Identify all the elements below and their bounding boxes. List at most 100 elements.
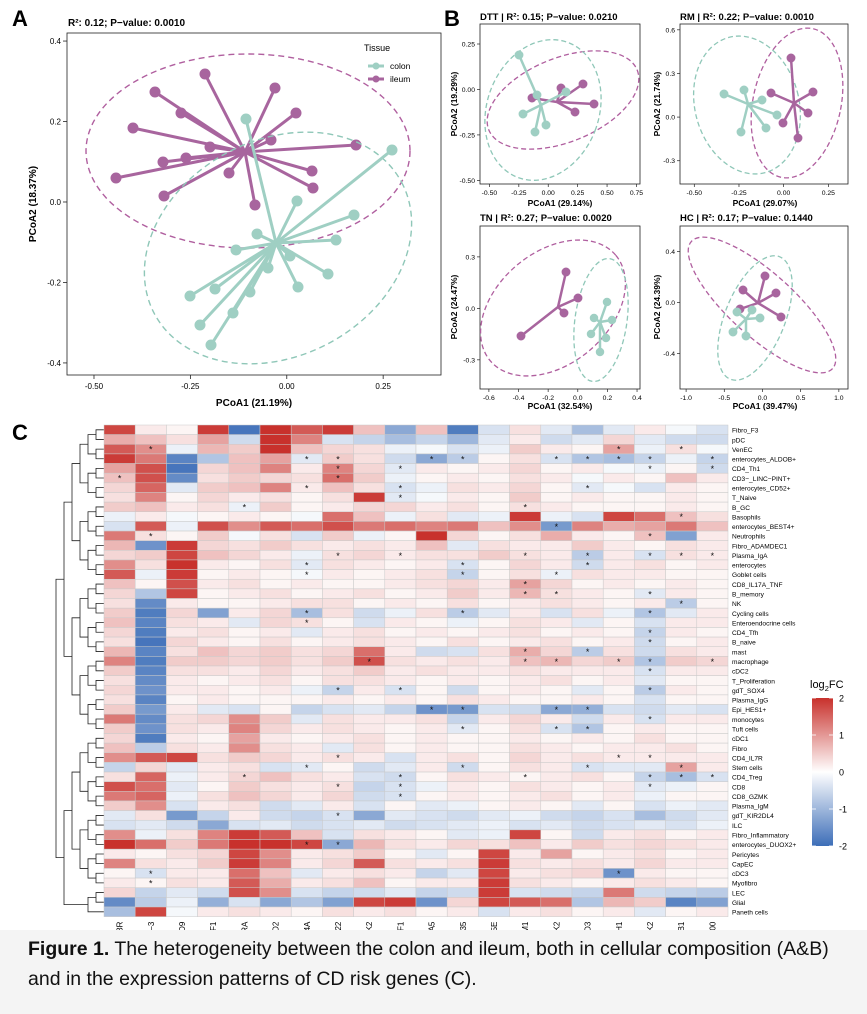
heatmap-cell [446, 791, 479, 802]
heatmap-row-label: CD4_IL7R [732, 755, 763, 762]
heatmap-cell [696, 559, 729, 570]
heatmap-cell [478, 472, 510, 484]
heatmap-cell [322, 482, 354, 493]
heatmap-cell [602, 704, 635, 715]
heatmap-cell [228, 713, 261, 725]
b-xtick-label: 0.75 [630, 190, 643, 197]
heatmap-cell [353, 559, 386, 570]
heatmap-cell [290, 472, 323, 484]
heatmap-cell [509, 713, 542, 725]
heatmap-cell [322, 559, 354, 570]
heatmap-cell [322, 897, 354, 908]
significance-star: * [149, 531, 153, 541]
heatmap-cell [197, 588, 230, 599]
heatmap-cell [571, 569, 604, 580]
heatmap-cell [446, 752, 479, 763]
heatmap-cell [478, 877, 510, 888]
heatmap-cell [696, 800, 729, 811]
heatmap-cell [478, 887, 510, 898]
heatmap-cell [103, 733, 136, 744]
heatmap-cell [259, 868, 292, 879]
heatmap-cell [259, 627, 292, 638]
significance-star: * [336, 551, 340, 561]
heatmap-cell [696, 752, 729, 763]
heatmap-cell [353, 819, 386, 831]
heatmap-cell [384, 578, 417, 590]
heatmap-cell [509, 829, 542, 840]
heatmap-cell [602, 511, 635, 522]
heatmap-cell [415, 887, 448, 898]
heatmap-cell [415, 578, 448, 590]
heatmap-cell [103, 559, 136, 570]
heatmap-cell [166, 791, 198, 802]
heatmap-cell [134, 906, 167, 917]
heatmap-row-label: monocytes [732, 717, 765, 724]
heatmap-cell [197, 607, 230, 619]
panel-b-rm-plot: RM | R²: 0.22; P−value: 0.0010 -0.50 -0.2… [652, 12, 849, 208]
heatmap-row-label: gdT_KIR2DL4 [732, 813, 774, 820]
significance-star: * [679, 551, 683, 561]
heatmap-cell [509, 463, 542, 474]
heatmap-cell [509, 733, 542, 744]
heatmap-cell [415, 713, 448, 725]
heatmap-cell [322, 530, 354, 541]
heatmap-cell [415, 733, 448, 744]
heatmap-cell [228, 829, 261, 840]
b-ytick-label: 0.00 [462, 87, 475, 94]
heatmap-cell [197, 569, 230, 580]
heatmap-cell [571, 819, 604, 831]
heatmap-cell [634, 829, 666, 840]
heatmap-cell [134, 733, 167, 744]
heatmap-cell [509, 607, 542, 619]
heatmap-cell [134, 646, 167, 657]
heatmap-cell [571, 578, 604, 590]
heatmap-cell [353, 906, 386, 917]
heatmap-cell [166, 800, 198, 811]
heatmap-cell [197, 742, 230, 754]
significance-star: * [711, 454, 715, 464]
heatmap-row-label: CD4_Treg [732, 775, 763, 782]
heatmap-cell [134, 791, 167, 802]
heatmap-cell [478, 501, 510, 513]
heatmap-cell [540, 906, 573, 917]
heatmap-cell [322, 800, 354, 811]
heatmap-row-label: Fibro_Inflammatory [732, 833, 790, 840]
heatmap-cell [197, 800, 230, 811]
significance-star: * [648, 628, 652, 638]
heatmap-cell [290, 733, 323, 744]
heatmap-cell [322, 819, 354, 831]
heatmap-cell [696, 877, 729, 888]
heatmap-cell [384, 800, 417, 811]
heatmap-cell [103, 685, 136, 696]
heatmap-cell [103, 877, 136, 888]
heatmap-cell [228, 444, 261, 455]
heatmap-cell [696, 424, 729, 435]
heatmap-cell [384, 607, 417, 619]
heatmap-cell [384, 665, 417, 676]
heatmap-cell [696, 713, 729, 725]
heatmap-cell [634, 511, 666, 522]
heatmap-row-label: LEC [732, 890, 745, 897]
heatmap-cell [322, 646, 354, 657]
heatmap-cell [478, 694, 510, 705]
heatmap-cell [103, 839, 136, 850]
heatmap-cell [322, 588, 354, 599]
heatmap-cell [415, 550, 448, 561]
heatmap-cell [509, 887, 542, 898]
heatmap-cell [415, 521, 448, 532]
heatmap-cell [353, 627, 386, 638]
heatmap-cell [571, 685, 604, 696]
heatmap-cell [197, 723, 230, 734]
b-xtick-label: 0.4 [632, 395, 642, 402]
heatmap-cell [415, 694, 448, 705]
heatmap-cell [446, 742, 479, 754]
significance-star: * [305, 560, 309, 570]
heatmap-cell [290, 800, 323, 811]
significance-star: * [399, 772, 403, 782]
heatmap-cell [634, 704, 666, 715]
heatmap-row-label: T_Naive [732, 495, 757, 502]
heatmap-cell [602, 762, 635, 773]
heatmap-row-label: Neutrophils [732, 534, 766, 541]
heatmap-cell [634, 675, 666, 686]
heatmap-cell [134, 627, 167, 638]
